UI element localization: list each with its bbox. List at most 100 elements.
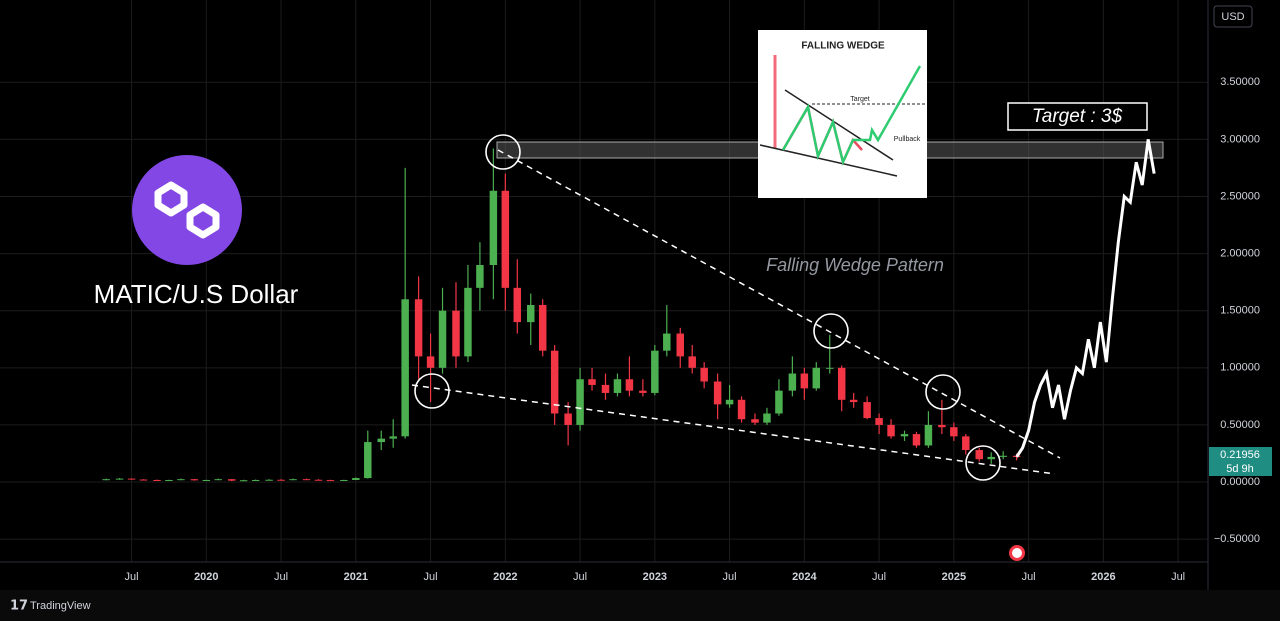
last-price-box: [1209, 447, 1272, 476]
candle-body: [751, 419, 759, 423]
candle-body: [812, 367, 821, 389]
inset-bg: [758, 30, 927, 198]
candle-body: [938, 424, 946, 428]
brand-icon: 𝟭𝟳: [10, 597, 28, 612]
candle-body: [849, 399, 858, 403]
logo: [132, 155, 242, 265]
candle-body: [912, 434, 921, 446]
candle-body: [564, 413, 572, 425]
candle-body: [676, 333, 684, 357]
candle-body: [962, 436, 970, 451]
candle-body: [651, 350, 659, 393]
candle-body: [863, 402, 871, 419]
candle-body: [340, 479, 348, 481]
candle-body: [987, 456, 995, 460]
x-tick-label: 2023: [643, 571, 667, 583]
x-tick-label: 2024: [792, 571, 817, 583]
y-tick-label: 1.50000: [1220, 305, 1260, 317]
candle-body: [826, 367, 834, 369]
candle-body: [389, 436, 397, 439]
candle-body: [202, 479, 211, 481]
candle-body: [476, 265, 484, 288]
candle-body: [239, 480, 248, 482]
candle-body: [414, 299, 423, 357]
y-tick-label: 2.00000: [1220, 247, 1260, 259]
y-tick-label: 2.50000: [1220, 190, 1260, 202]
candle-body: [639, 390, 647, 393]
candle-body: [190, 479, 199, 481]
chart-title: MATIC/U.S Dollar: [94, 279, 299, 309]
x-tick-label: 2021: [344, 571, 368, 583]
candle-body: [464, 287, 472, 357]
candle-body: [501, 190, 510, 288]
projection-line: [1015, 139, 1156, 458]
candle-body: [177, 479, 185, 481]
x-tick-label: Jul: [573, 571, 587, 583]
candle-body: [265, 479, 273, 481]
inset: FALLING WEDGE Target Pullback: [758, 30, 927, 198]
touch-circle: [414, 373, 450, 409]
candle-body: [153, 479, 161, 481]
inset-title: FALLING WEDGE: [801, 41, 885, 52]
touch-circles: [414, 134, 1001, 481]
candle-body: [513, 287, 522, 323]
candle-body: [601, 384, 610, 393]
logo-icon: [154, 181, 220, 239]
candle-body: [725, 399, 734, 405]
candle-body: [737, 399, 746, 420]
annotation: Falling Wedge Pattern: [766, 255, 944, 275]
y-tick-label: 1.00000: [1220, 362, 1260, 374]
candle-body: [277, 479, 285, 481]
candle-body: [924, 424, 933, 446]
x-tick-label: Jul: [723, 571, 737, 583]
y-tick-label: 0.50000: [1220, 419, 1260, 431]
brand: TradingView: [30, 600, 91, 612]
candle-body: [302, 479, 311, 481]
wedge-upper: [497, 149, 1061, 459]
candle-body: [663, 333, 671, 351]
candle-body: [613, 379, 622, 393]
candle-body: [489, 190, 498, 266]
candle-body: [352, 478, 360, 480]
candle-body: [576, 379, 584, 425]
y-tick-label: 3.50000: [1220, 76, 1260, 88]
x-tick-label: 2025: [942, 571, 966, 583]
candle-body: [538, 304, 547, 351]
candle-body: [127, 478, 136, 480]
candle-body: [377, 438, 385, 443]
candle-body: [364, 442, 372, 479]
candle-body: [713, 381, 722, 405]
currency-button[interactable]: [1213, 5, 1253, 28]
candle-body: [165, 479, 173, 481]
target-label: Target : 3$: [1032, 106, 1123, 127]
footer: [0, 590, 1280, 621]
inset-line: [759, 144, 898, 177]
touch-circle: [813, 313, 849, 349]
candle-body: [115, 478, 124, 480]
last-price: 0.21956: [1220, 449, 1260, 461]
candle-body: [625, 379, 634, 391]
x-tick-label: 2026: [1091, 571, 1115, 583]
x-tick-label: Jul: [424, 571, 438, 583]
candle-body: [788, 373, 797, 391]
candle-body: [588, 379, 596, 385]
candle-body: [426, 356, 435, 368]
candle-body: [950, 427, 958, 437]
candle-body: [688, 356, 696, 368]
event-icon-inner: [1012, 548, 1022, 558]
x-tick-label: Jul: [1171, 571, 1185, 583]
x-tick-label: 2022: [493, 571, 517, 583]
candle-body: [700, 367, 708, 382]
candle-body: [527, 304, 535, 323]
candle-body: [875, 418, 883, 425]
inset-line: [784, 89, 894, 161]
x-tick-label: 2020: [194, 571, 218, 583]
candle-body: [452, 310, 460, 357]
touch-circle: [965, 445, 1001, 481]
candle-body: [900, 434, 909, 437]
candle-body: [314, 479, 323, 481]
x-tick-label: Jul: [125, 571, 139, 583]
candle-body: [975, 450, 983, 460]
candle-body: [550, 350, 559, 414]
